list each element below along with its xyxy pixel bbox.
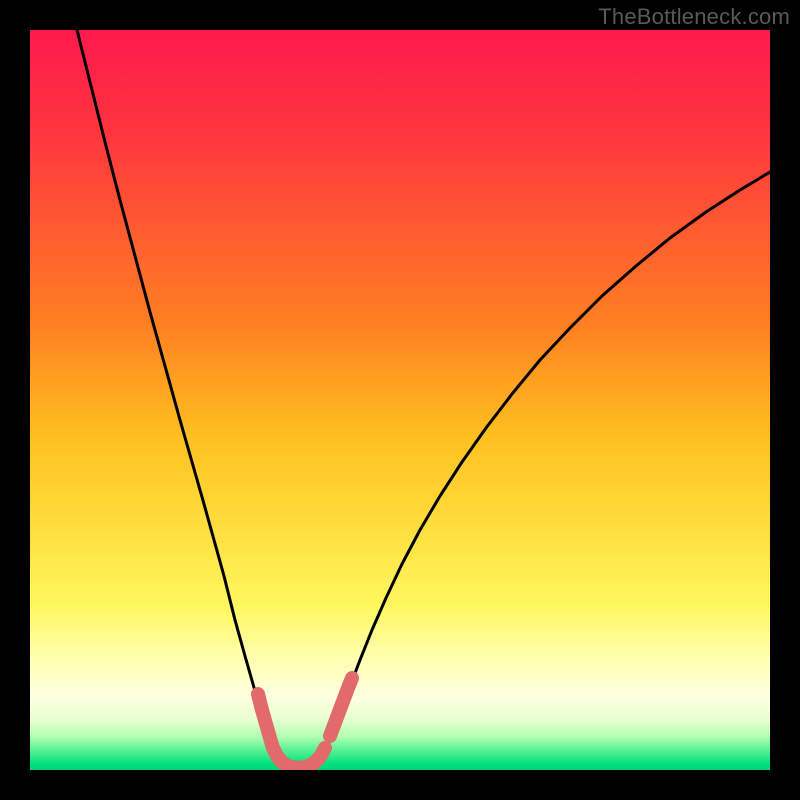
gradient-background <box>30 30 770 770</box>
watermark-text: TheBottleneck.com <box>598 4 790 30</box>
bottleneck-plot <box>30 30 770 770</box>
